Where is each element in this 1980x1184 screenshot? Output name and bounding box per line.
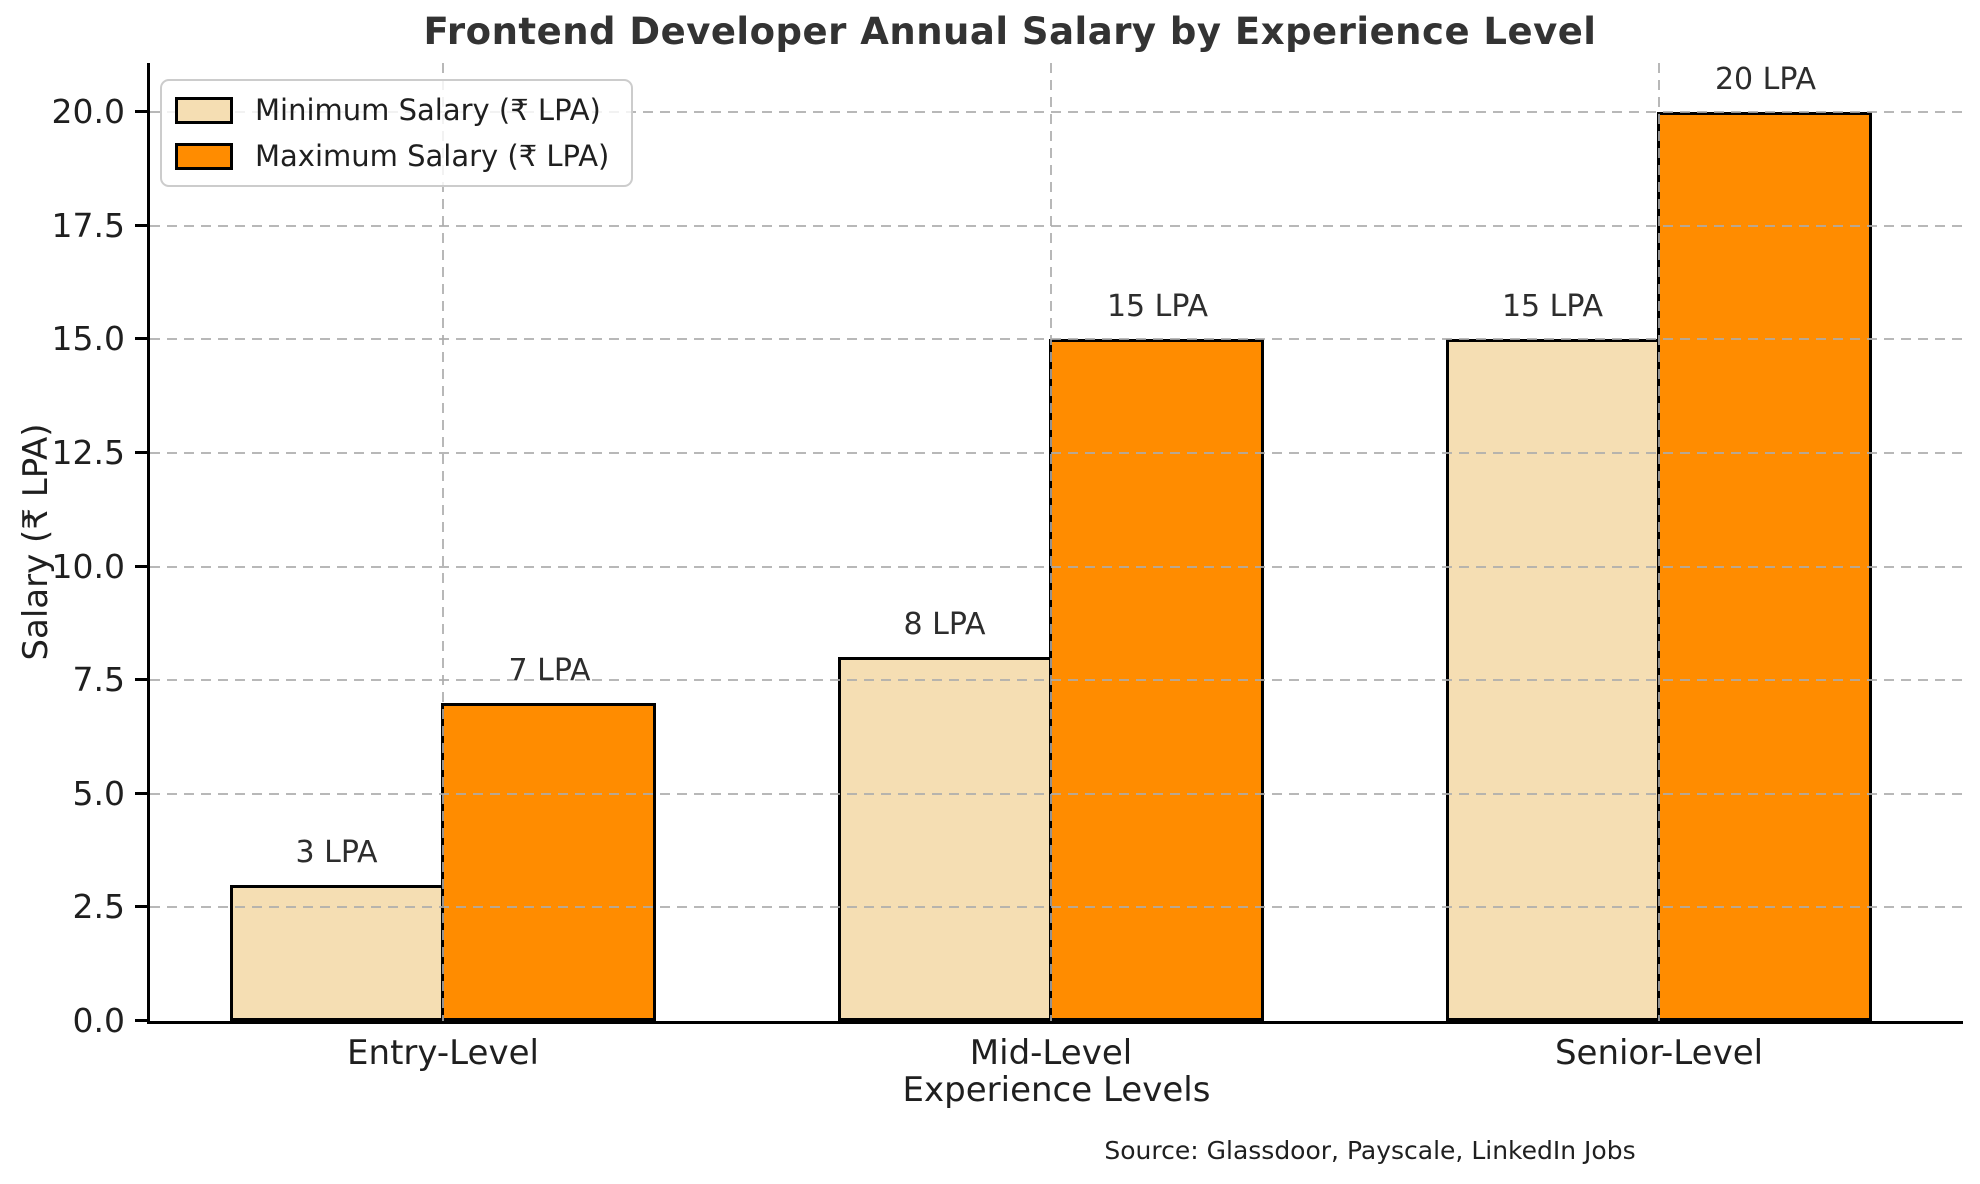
- y-tick-mark: [135, 110, 147, 114]
- x-axis-spine: [147, 1021, 1963, 1024]
- x-tick-label-entry-level: Entry-Level: [347, 1033, 539, 1073]
- y-axis-label: Salary (₹ LPA): [16, 423, 56, 661]
- y-tick-label: 12.5: [51, 432, 125, 472]
- gridline-horizontal: [150, 224, 1963, 227]
- bar-value-label: 8 LPA: [903, 607, 986, 642]
- y-tick-mark: [135, 564, 147, 568]
- y-tick-mark: [135, 1019, 147, 1022]
- y-tick-label: 10.0: [51, 546, 125, 586]
- y-tick-label: 15.0: [51, 319, 125, 359]
- bar-value-label: 20 LPA: [1714, 62, 1817, 97]
- y-tick-mark: [135, 450, 147, 454]
- legend-swatch-maximum: [175, 142, 233, 170]
- y-tick-label: 2.5: [72, 887, 125, 927]
- y-tick-mark: [135, 791, 147, 795]
- gridline-vertical: [442, 63, 444, 1021]
- y-tick-label: 20.0: [51, 92, 125, 132]
- bar-value-label: 15 LPA: [1106, 289, 1209, 324]
- gridline-horizontal: [150, 111, 1963, 114]
- bar-value-label: 7 LPA: [508, 653, 591, 688]
- gridline-horizontal: [150, 906, 1963, 909]
- source-note: Source: Glassdoor, Payscale, LinkedIn Jo…: [1104, 1136, 1636, 1165]
- y-tick-label: 7.5: [72, 660, 125, 700]
- gridline-vertical: [1658, 63, 1660, 1021]
- bar-value-label: 15 LPA: [1501, 289, 1604, 324]
- chart-title: Frontend Developer Annual Salary by Expe…: [423, 10, 1597, 53]
- y-axis-spine: [147, 63, 150, 1024]
- legend-swatch-minimum: [175, 96, 233, 124]
- plot-area: Minimum Salary (₹ LPA) Maximum Salary (₹ …: [52, 62, 1963, 1073]
- legend-item: Maximum Salary (₹ LPA): [175, 139, 609, 173]
- legend-item-label: Maximum Salary (₹ LPA): [255, 139, 610, 173]
- bar-max-entry-level: [441, 703, 656, 1021]
- legend-item-label: Minimum Salary (₹ LPA): [255, 93, 601, 127]
- y-tick-mark: [135, 223, 147, 227]
- legend-item: Minimum Salary (₹ LPA): [175, 93, 609, 127]
- gridline-horizontal: [150, 792, 1963, 795]
- y-tick-label: 5.0: [72, 773, 125, 813]
- gridline-horizontal: [150, 565, 1963, 568]
- bar-value-label: 3 LPA: [295, 835, 378, 870]
- x-axis-label: Experience Levels: [902, 1070, 1211, 1110]
- gridline-horizontal: [150, 451, 1963, 454]
- gridline-horizontal: [150, 338, 1963, 341]
- y-tick-label: 0.0: [72, 1001, 125, 1040]
- y-tick-mark: [135, 905, 147, 909]
- y-tick-mark: [135, 337, 147, 341]
- legend: Minimum Salary (₹ LPA) Maximum Salary (₹ …: [160, 79, 634, 187]
- y-tick-label: 17.5: [51, 205, 125, 245]
- x-tick-label-mid-level: Mid-Level: [969, 1033, 1133, 1073]
- gridline-horizontal: [150, 679, 1963, 682]
- bar-min-mid-level: [838, 657, 1053, 1021]
- x-tick-label-senior-level: Senior-Level: [1554, 1033, 1764, 1073]
- y-tick-mark: [135, 678, 147, 682]
- gridline-vertical: [1050, 63, 1052, 1021]
